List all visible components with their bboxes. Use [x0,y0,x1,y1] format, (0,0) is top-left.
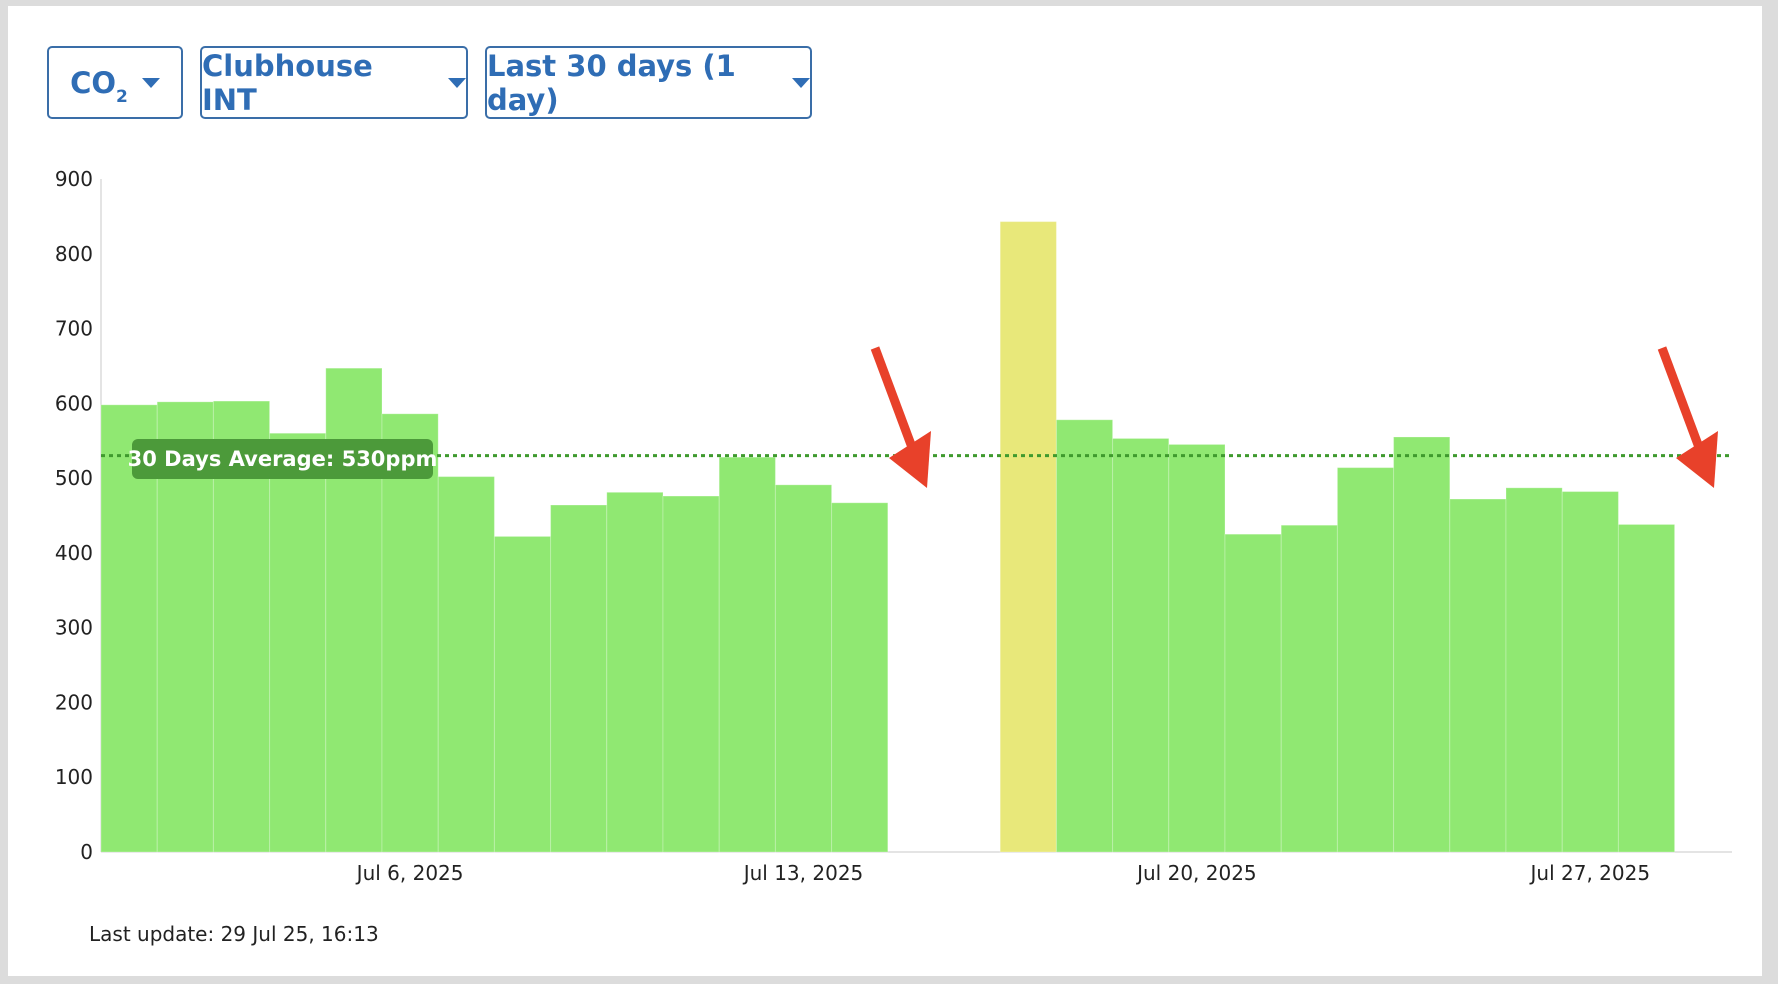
y-tick-label: 500 [55,466,93,490]
chevron-down-icon [141,77,160,88]
bar [1505,487,1563,853]
chevron-down-icon [448,77,466,88]
bar [1336,467,1395,853]
co2-bar-chart: 0 100 200 300 400 500 600 700 800 900 Jul 6, 2025 J… [55,167,1732,885]
last-update-text: Last update: 29 Jul 25, 16:13 [89,922,379,946]
annotation-arrow-shaft [1657,346,1705,452]
y-tick-label: 200 [55,690,93,714]
bar [999,221,1057,853]
x-tick-label: Jul 20, 2025 [1135,861,1257,885]
bar [1168,443,1226,853]
bar [774,484,833,853]
chart-card: CO2 Clubhouse INT Last 30 days (1 day) 0… [8,6,1762,976]
metric-dropdown[interactable]: CO2 [47,46,183,119]
bar [1055,419,1114,853]
location-label: Clubhouse INT [202,48,373,117]
bar [550,504,608,853]
bar [606,491,664,853]
y-tick-label: 800 [55,242,93,266]
x-tick-label: Jul 6, 2025 [355,861,464,885]
bar [493,535,552,853]
x-tick-label: Jul 13, 2025 [742,861,864,885]
bar [381,413,439,853]
x-tick-label: Jul 27, 2025 [1529,861,1651,885]
location-dropdown[interactable]: Clubhouse INT [200,46,468,119]
bar [1449,498,1507,853]
range-dropdown[interactable]: Last 30 days (1 day) [485,46,812,119]
bar [1617,523,1676,853]
y-tick-label: 0 [80,840,93,864]
y-tick-label: 600 [55,391,93,415]
bar [269,432,327,853]
y-tick-label: 400 [55,541,93,565]
bar [100,404,158,853]
annotation-arrow-head [889,431,931,488]
metric-label: CO2 [70,65,128,107]
annotation-arrow-shaft [870,346,918,452]
bar [718,456,776,853]
bar [662,495,720,853]
y-tick-label: 900 [55,167,93,191]
y-tick-label: 700 [55,317,93,341]
bar [1561,491,1619,853]
bar [1280,524,1338,853]
y-tick-label: 100 [55,765,93,789]
average-badge: 30 Days Average: 530ppm [128,439,437,479]
bar [831,502,889,853]
chevron-down-icon [792,77,810,88]
bar [1393,436,1451,853]
range-label: Last 30 days (1 day) [487,48,736,117]
bar [1112,437,1170,853]
annotation-arrow-head [1676,431,1718,488]
bar [1224,533,1282,853]
y-tick-label: 300 [55,616,93,640]
bar [437,476,495,853]
